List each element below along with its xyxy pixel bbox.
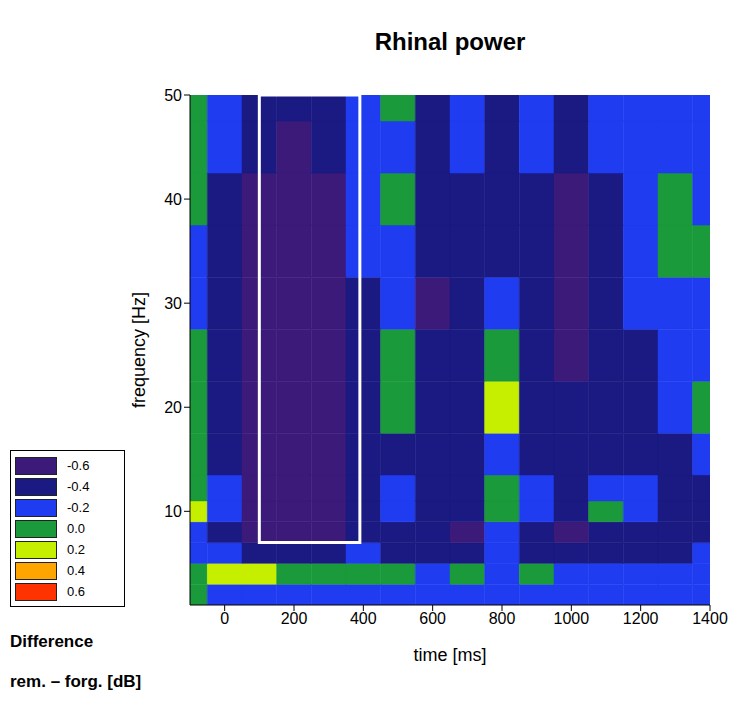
svg-text:50: 50 (164, 87, 182, 104)
svg-text:1400: 1400 (692, 610, 728, 627)
html-text:-0.2: -0.2 (67, 500, 90, 515)
svg-text:200: 200 (281, 610, 308, 627)
html-text:0.6: 0.6 (67, 584, 86, 599)
svg-text:40: 40 (164, 191, 182, 208)
svg-text:400: 400 (350, 610, 377, 627)
svg-text:10: 10 (164, 503, 182, 520)
html-text:0.2: 0.2 (67, 542, 86, 557)
html-text:time [ms]: time [ms] (413, 645, 487, 665)
svg-text:1200: 1200 (623, 610, 659, 627)
svg-text:600: 600 (419, 610, 446, 627)
html-text:-0.6: -0.6 (67, 458, 90, 473)
svg-text:1000: 1000 (554, 610, 590, 627)
svg-text:0: 0 (220, 610, 229, 627)
svg-text:30: 30 (164, 295, 182, 312)
html-text:rem. – forg. [dB]: rem. – forg. [dB] (10, 672, 142, 691)
html-text:Difference: Difference (10, 632, 94, 651)
svg-text:800: 800 (489, 610, 516, 627)
html-text:-0.4: -0.4 (67, 479, 90, 494)
svg-text:20: 20 (164, 399, 182, 416)
html-text:Rhinal power: Rhinal power (374, 28, 526, 55)
html-text:0.0: 0.0 (67, 521, 86, 536)
html-text:0.4: 0.4 (67, 563, 86, 578)
html-text:frequency [Hz]: frequency [Hz] (129, 292, 149, 408)
